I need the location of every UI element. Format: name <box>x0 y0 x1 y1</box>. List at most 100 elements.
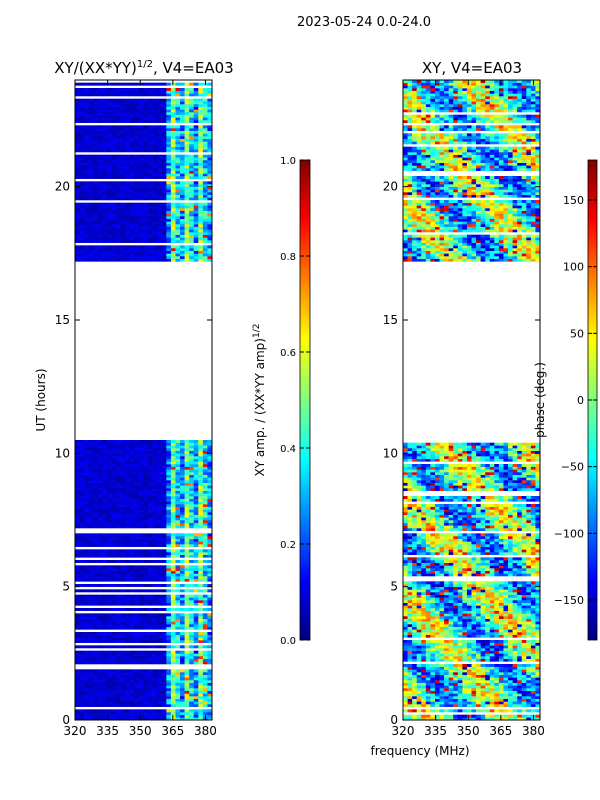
heatmap-cell <box>439 690 445 694</box>
heatmap-cell <box>198 565 204 569</box>
heatmap-cell <box>166 130 172 134</box>
heatmap-cell <box>88 669 94 673</box>
heatmap-cell <box>148 682 153 686</box>
heatmap-cell <box>102 141 108 145</box>
heatmap-cell <box>134 234 140 238</box>
heatmap-cell <box>138 496 144 499</box>
heatmap-cell <box>189 501 195 505</box>
heatmap-cell <box>198 573 204 577</box>
heatmap-cell <box>84 506 89 510</box>
heatmap-cell <box>120 626 126 630</box>
heatmap-cell <box>166 520 172 523</box>
heatmap-cell <box>175 234 181 238</box>
heatmap-cell <box>198 458 204 462</box>
heatmap-cell <box>143 693 149 697</box>
heatmap-cell <box>193 568 199 571</box>
heatmap-cell <box>75 677 80 681</box>
heatmap-cell <box>75 144 80 147</box>
heatmap-cell <box>193 197 199 201</box>
heatmap-cell <box>157 525 163 529</box>
heatmap-cell <box>175 640 181 643</box>
heatmap-cell <box>157 138 163 142</box>
heatmap-cell <box>416 698 422 702</box>
heatmap-cell <box>93 682 99 686</box>
heatmap-cell <box>93 82 99 86</box>
heatmap-cell <box>138 616 144 619</box>
heatmap-cell <box>530 704 536 707</box>
heatmap-cell <box>184 181 190 185</box>
heatmap-cell <box>152 514 158 518</box>
heatmap-cell <box>189 482 195 486</box>
heatmap-cell <box>170 658 176 662</box>
heatmap-cell <box>202 109 208 113</box>
heatmap-cell <box>184 98 190 102</box>
heatmap-cell <box>143 128 149 131</box>
heatmap-cell <box>106 568 112 571</box>
heatmap-cell <box>106 589 112 593</box>
heatmap-cell <box>93 594 99 598</box>
heatmap-cell <box>193 229 199 233</box>
heatmap-cell <box>134 466 140 470</box>
heatmap-cell <box>97 512 103 515</box>
heatmap-cell <box>198 680 204 683</box>
heatmap-cell <box>207 456 213 459</box>
heatmap-cell <box>453 674 459 678</box>
heatmap-cell <box>88 130 94 134</box>
heatmap-cell <box>79 634 85 638</box>
heatmap-cell <box>170 549 176 553</box>
heatmap-cell <box>152 600 158 603</box>
heatmap-cell <box>198 181 204 185</box>
heatmap-cell <box>198 194 204 198</box>
heatmap-cell <box>157 704 163 707</box>
heatmap-cell <box>75 440 80 443</box>
heatmap-cell <box>175 525 181 529</box>
heatmap-cell <box>189 101 195 105</box>
heatmap-cell <box>193 176 199 179</box>
heatmap-cell <box>79 192 85 195</box>
heatmap-cell <box>152 154 158 158</box>
heatmap-cell <box>79 226 85 230</box>
heatmap-cell <box>125 184 131 187</box>
heatmap-cell <box>88 554 94 558</box>
heatmap-cell <box>161 488 167 491</box>
heatmap-cell <box>134 506 140 510</box>
heatmap-cell <box>75 520 80 523</box>
heatmap-cell <box>184 205 190 209</box>
heatmap-cell <box>116 682 121 686</box>
heatmap-cell <box>180 208 185 211</box>
heatmap-cell <box>116 450 121 454</box>
heatmap-cell <box>184 216 190 219</box>
heatmap-cell <box>111 445 117 449</box>
heatmap-cell <box>152 573 158 577</box>
heatmap-cell <box>88 608 94 611</box>
heatmap-cell <box>202 232 208 235</box>
heatmap-cell <box>416 680 422 683</box>
heatmap-cell <box>75 608 80 611</box>
heatmap-cell <box>193 693 199 697</box>
heatmap-cell <box>485 704 491 707</box>
heatmap-cell <box>170 661 176 665</box>
heatmap-cell <box>198 709 204 713</box>
heatmap-cell <box>125 490 131 494</box>
heatmap-cell <box>508 680 513 683</box>
heatmap-cell <box>75 112 80 115</box>
heatmap-cell <box>111 456 117 459</box>
heatmap-cell <box>180 234 185 238</box>
heatmap-cell <box>125 138 131 142</box>
heatmap-cell <box>184 130 190 134</box>
heatmap-cell <box>106 477 112 481</box>
heatmap-cell <box>157 213 163 217</box>
heatmap-cell <box>202 442 208 446</box>
heatmap-cell <box>198 554 204 558</box>
heatmap-cell <box>202 165 208 169</box>
heatmap-cell <box>116 658 121 662</box>
heatmap-cell <box>161 600 167 603</box>
heatmap-cell <box>494 698 500 702</box>
heatmap-cell <box>184 517 190 521</box>
heatmap-cell <box>75 210 80 214</box>
heatmap-cell <box>93 509 99 513</box>
heatmap-cell <box>180 82 185 86</box>
heatmap-cell <box>152 240 158 243</box>
heatmap-cell <box>138 594 144 598</box>
heatmap-cell <box>175 469 181 473</box>
